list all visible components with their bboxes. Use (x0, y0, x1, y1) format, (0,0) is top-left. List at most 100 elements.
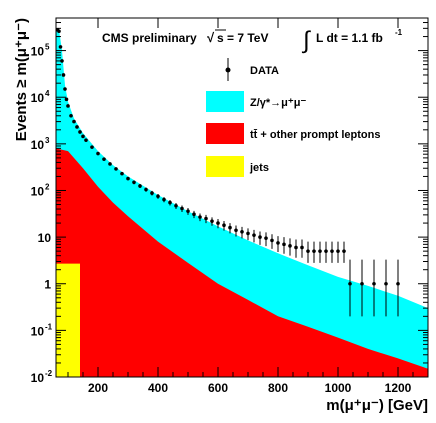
y-tick-label: 1 (44, 278, 51, 292)
data-point (240, 229, 244, 234)
sqrt-symbol: √ (207, 30, 215, 45)
x-tick-label: 800 (268, 381, 288, 395)
data-point (324, 249, 328, 253)
x-tick-label: 400 (148, 381, 168, 395)
data-point (198, 215, 202, 219)
data-point (312, 249, 316, 253)
y-tick-label: 10 (31, 45, 45, 59)
lumi-label: L dt = 1.1 fb (316, 31, 383, 45)
data-point (276, 241, 280, 245)
legend-ttbar-swatch (206, 123, 244, 144)
data-point (396, 281, 400, 286)
sqrt-s-label: s = 7 TeV (217, 31, 268, 45)
data-point (186, 209, 190, 213)
legend-jets-label: jets (249, 162, 269, 174)
data-point (72, 119, 76, 124)
data-point (60, 59, 64, 63)
data-point (192, 212, 196, 216)
data-point (108, 162, 112, 166)
data-point (144, 187, 148, 192)
data-point (336, 249, 340, 253)
y-tick-label: 10 (38, 231, 52, 245)
data-point (270, 238, 274, 243)
data-point (300, 245, 304, 250)
legend-jets-swatch (206, 156, 244, 177)
data-point (102, 157, 106, 161)
x-tick-label: 1000 (325, 381, 352, 395)
chart-title: CMS preliminary (102, 31, 197, 45)
data-point (288, 244, 292, 248)
data-point (216, 221, 220, 225)
data-point (126, 176, 130, 181)
y-tick-exponent: 3 (45, 136, 50, 145)
data-point (348, 281, 352, 286)
legend: DATA Z/γ*→μ⁺μ⁻ tt̄ + other prompt lepton… (206, 58, 380, 177)
data-point (360, 281, 364, 286)
data-point (114, 167, 118, 171)
data-point (57, 29, 61, 34)
data-point (246, 231, 250, 236)
y-tick-label: 10 (31, 371, 45, 385)
x-axis-label: m(μ⁺μ⁻) [GeV] (326, 397, 428, 414)
data-point (84, 138, 88, 142)
data-point (69, 113, 73, 118)
data-point (81, 134, 85, 139)
data-point (61, 73, 66, 77)
y-tick-exponent: 5 (45, 43, 50, 52)
lumi-superscript: -1 (395, 28, 403, 37)
data-point (75, 125, 79, 129)
area-series-2 (56, 263, 80, 377)
data-point (63, 87, 67, 91)
data-point (342, 249, 346, 253)
data-point (384, 281, 388, 286)
x-tick-label: 200 (88, 381, 108, 395)
y-tick-exponent: -1 (45, 322, 53, 331)
legend-data-marker (225, 67, 231, 73)
data-point (222, 223, 226, 228)
data-point (258, 235, 262, 239)
data-point (372, 281, 376, 286)
data-point (156, 194, 160, 199)
legend-dy-label: Z/γ*→μ⁺μ⁻ (250, 97, 306, 109)
y-tick-label: 10 (31, 138, 45, 152)
data-point (78, 130, 82, 134)
x-axis: 200 400 600 800 1000 1200 (67, 18, 429, 395)
data-point (132, 180, 136, 185)
y-tick-exponent: 2 (45, 182, 50, 191)
data-point (210, 219, 214, 223)
data-point (264, 236, 268, 240)
data-point (66, 104, 70, 108)
data-point (174, 203, 178, 208)
data-point (168, 200, 172, 205)
data-point (138, 184, 142, 188)
data-point (150, 191, 154, 195)
integral-symbol: ∫ (301, 27, 311, 54)
legend-dy-swatch (206, 91, 244, 112)
data-point (228, 225, 232, 230)
data-point (306, 249, 310, 253)
y-axis-label: Events ≥ m(μ⁺μ⁻) (13, 18, 30, 141)
data-point (162, 197, 166, 202)
data-point (180, 206, 184, 211)
area-series-1 (56, 148, 428, 377)
legend-ttbar-label: tt̄ + other prompt leptons (250, 129, 380, 141)
data-point (58, 45, 63, 49)
data-point (318, 249, 322, 253)
data-points (56, 27, 400, 317)
x-tick-label: 1200 (385, 381, 412, 395)
stacked-areas (56, 28, 428, 377)
y-tick-exponent: -2 (45, 369, 53, 378)
data-point (234, 228, 238, 233)
y-tick-label: 10 (31, 184, 45, 198)
data-point (282, 242, 286, 247)
data-point (204, 216, 208, 221)
y-tick-label: 10 (31, 91, 45, 105)
data-point (252, 233, 256, 237)
data-point (120, 171, 124, 176)
data-point (96, 151, 100, 156)
y-tick-label: 10 (31, 324, 45, 338)
data-point (90, 145, 94, 149)
data-point (64, 97, 69, 102)
